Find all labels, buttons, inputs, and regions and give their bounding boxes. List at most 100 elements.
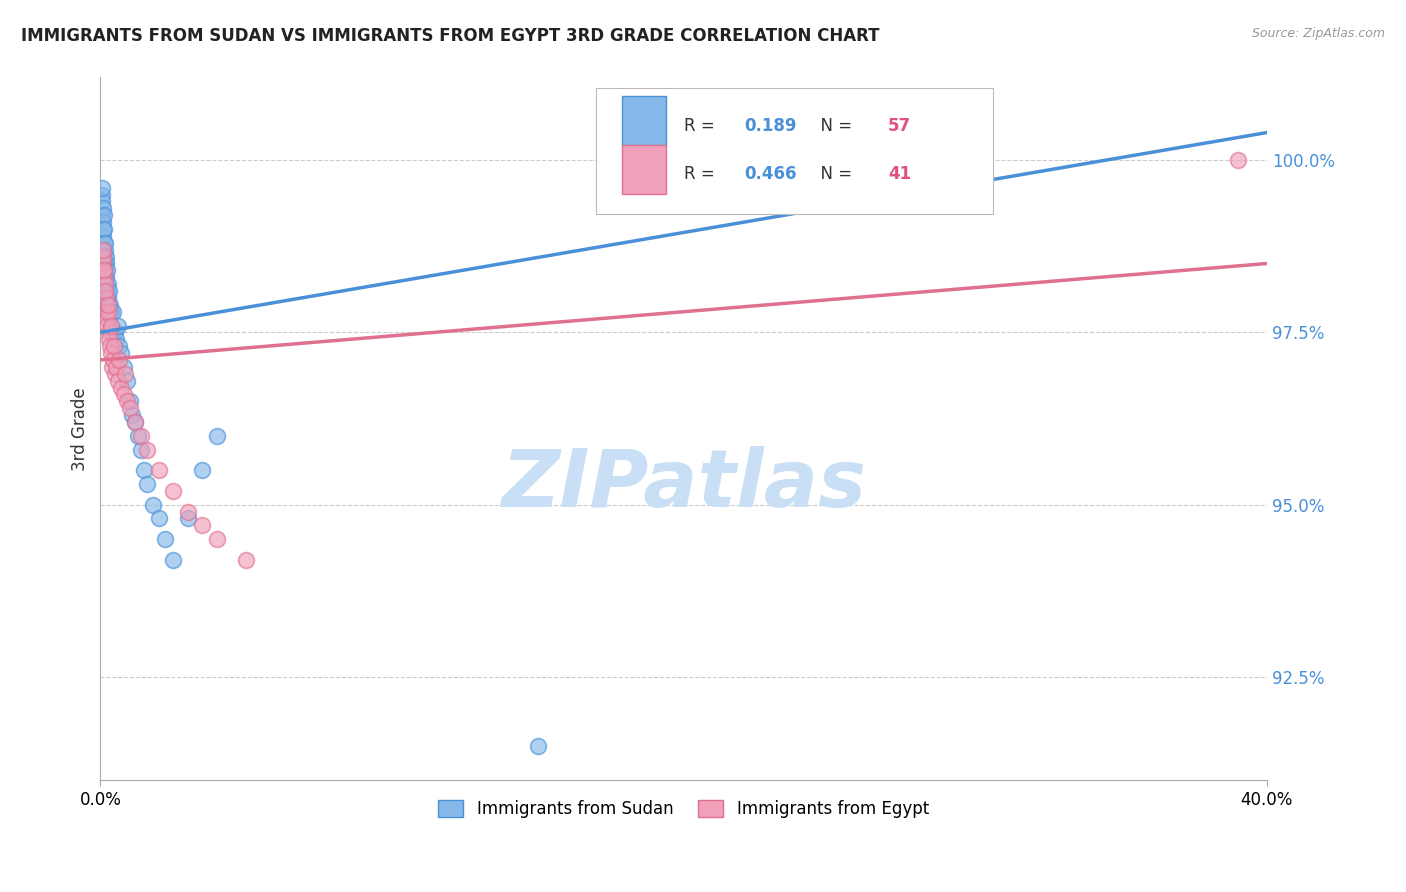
- Point: [100, 318, 122, 333]
- Point: [91, 256, 114, 270]
- Point: [91, 243, 114, 257]
- Point: [107, 374, 129, 388]
- Point: [112, 387, 135, 401]
- Point: [93, 256, 115, 270]
- Point: [153, 532, 176, 546]
- Point: [94, 256, 117, 270]
- Point: [98, 284, 121, 298]
- Point: [105, 332, 128, 346]
- Point: [191, 518, 214, 533]
- Point: [93, 208, 115, 222]
- Text: R =: R =: [683, 165, 720, 183]
- Point: [96, 318, 118, 333]
- Point: [132, 463, 155, 477]
- Point: [98, 298, 121, 312]
- Point: [97, 291, 120, 305]
- Point: [103, 339, 125, 353]
- Point: [93, 263, 115, 277]
- Legend: Immigrants from Sudan, Immigrants from Egypt: Immigrants from Sudan, Immigrants from E…: [432, 793, 935, 825]
- Point: [115, 374, 138, 388]
- Point: [100, 318, 122, 333]
- Text: N =: N =: [810, 118, 858, 136]
- Point: [97, 298, 120, 312]
- Point: [205, 532, 228, 546]
- Point: [100, 304, 122, 318]
- FancyBboxPatch shape: [596, 88, 993, 214]
- Point: [96, 256, 118, 270]
- Point: [90, 208, 112, 222]
- Point: [97, 298, 120, 312]
- Text: 57: 57: [887, 118, 911, 136]
- Point: [94, 270, 117, 285]
- Point: [127, 429, 149, 443]
- Text: ZIPatlas: ZIPatlas: [501, 446, 866, 524]
- Point: [96, 263, 118, 277]
- Point: [91, 250, 114, 264]
- Text: 0.189: 0.189: [744, 118, 797, 136]
- Point: [96, 277, 118, 292]
- Point: [1226, 153, 1249, 168]
- Point: [97, 326, 120, 340]
- Point: [136, 477, 159, 491]
- Point: [91, 215, 114, 229]
- Text: IMMIGRANTS FROM SUDAN VS IMMIGRANTS FROM EGYPT 3RD GRADE CORRELATION CHART: IMMIGRANTS FROM SUDAN VS IMMIGRANTS FROM…: [21, 27, 880, 45]
- Point: [108, 339, 131, 353]
- Point: [104, 367, 127, 381]
- Point: [93, 270, 115, 285]
- Point: [177, 504, 200, 518]
- Point: [112, 359, 135, 374]
- Point: [191, 463, 214, 477]
- Point: [101, 359, 124, 374]
- Point: [97, 304, 120, 318]
- Point: [103, 353, 125, 368]
- Point: [90, 187, 112, 202]
- Point: [91, 180, 114, 194]
- Point: [91, 202, 114, 216]
- Point: [93, 243, 115, 257]
- Point: [177, 511, 200, 525]
- Point: [129, 429, 152, 443]
- Point: [105, 359, 128, 374]
- Text: 0.466: 0.466: [744, 165, 797, 183]
- Point: [162, 483, 184, 498]
- Point: [104, 326, 127, 340]
- Point: [101, 326, 124, 340]
- Point: [110, 346, 132, 360]
- Point: [148, 511, 170, 525]
- Point: [148, 463, 170, 477]
- Point: [98, 339, 121, 353]
- Point: [129, 442, 152, 457]
- Point: [118, 394, 141, 409]
- Point: [91, 243, 114, 257]
- Point: [98, 332, 121, 346]
- Point: [527, 739, 550, 753]
- Point: [97, 277, 120, 292]
- Point: [110, 380, 132, 394]
- Point: [103, 304, 125, 318]
- Point: [124, 415, 146, 429]
- Point: [96, 304, 118, 318]
- Point: [121, 408, 143, 422]
- Point: [118, 401, 141, 416]
- Text: N =: N =: [810, 165, 858, 183]
- Point: [91, 194, 114, 209]
- Point: [93, 235, 115, 250]
- Point: [142, 498, 165, 512]
- Point: [91, 222, 114, 236]
- Point: [107, 318, 129, 333]
- Point: [94, 250, 117, 264]
- Point: [93, 222, 115, 236]
- Bar: [621, 145, 666, 194]
- Bar: [621, 96, 666, 145]
- Point: [94, 277, 117, 292]
- Point: [96, 284, 118, 298]
- Point: [108, 353, 131, 368]
- Text: Source: ZipAtlas.com: Source: ZipAtlas.com: [1251, 27, 1385, 40]
- Point: [114, 367, 136, 381]
- Point: [93, 263, 115, 277]
- Point: [93, 263, 115, 277]
- Point: [97, 304, 120, 318]
- Point: [136, 442, 159, 457]
- Point: [205, 429, 228, 443]
- Point: [93, 250, 115, 264]
